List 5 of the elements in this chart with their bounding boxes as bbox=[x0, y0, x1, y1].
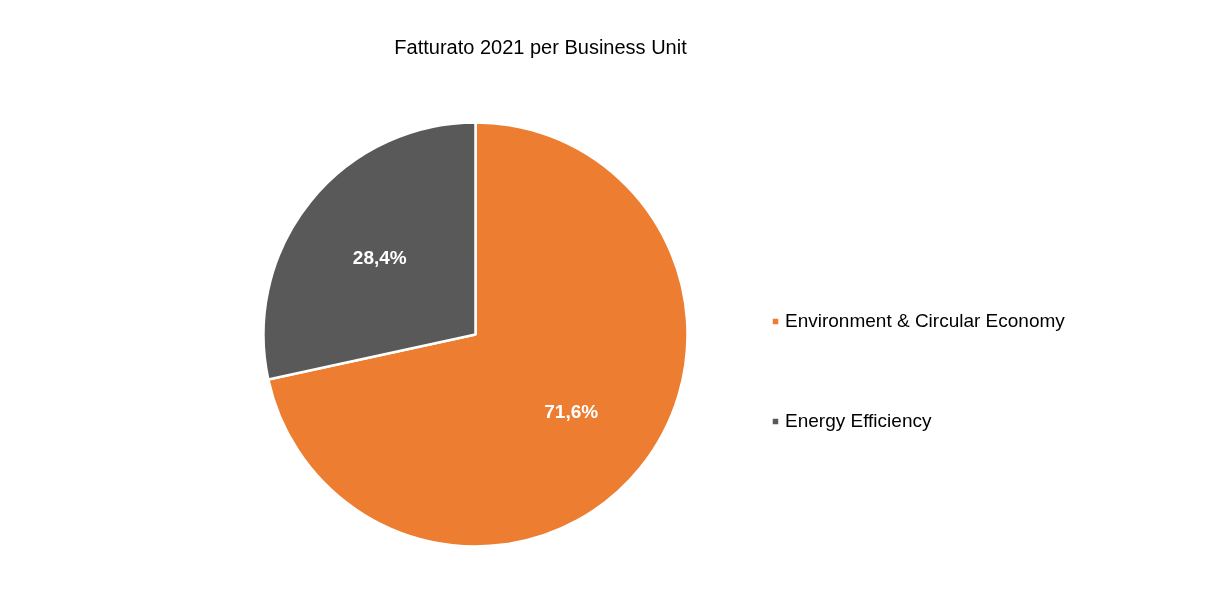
data-label: 71,6% bbox=[544, 401, 599, 423]
data-label: 28,4% bbox=[352, 246, 407, 268]
legend-label: Energy Efficiency bbox=[785, 410, 932, 432]
chart-title: Fatturato 2021 per Business Unit bbox=[394, 35, 688, 58]
legend-label: Environment & Circular Economy bbox=[785, 310, 1065, 332]
